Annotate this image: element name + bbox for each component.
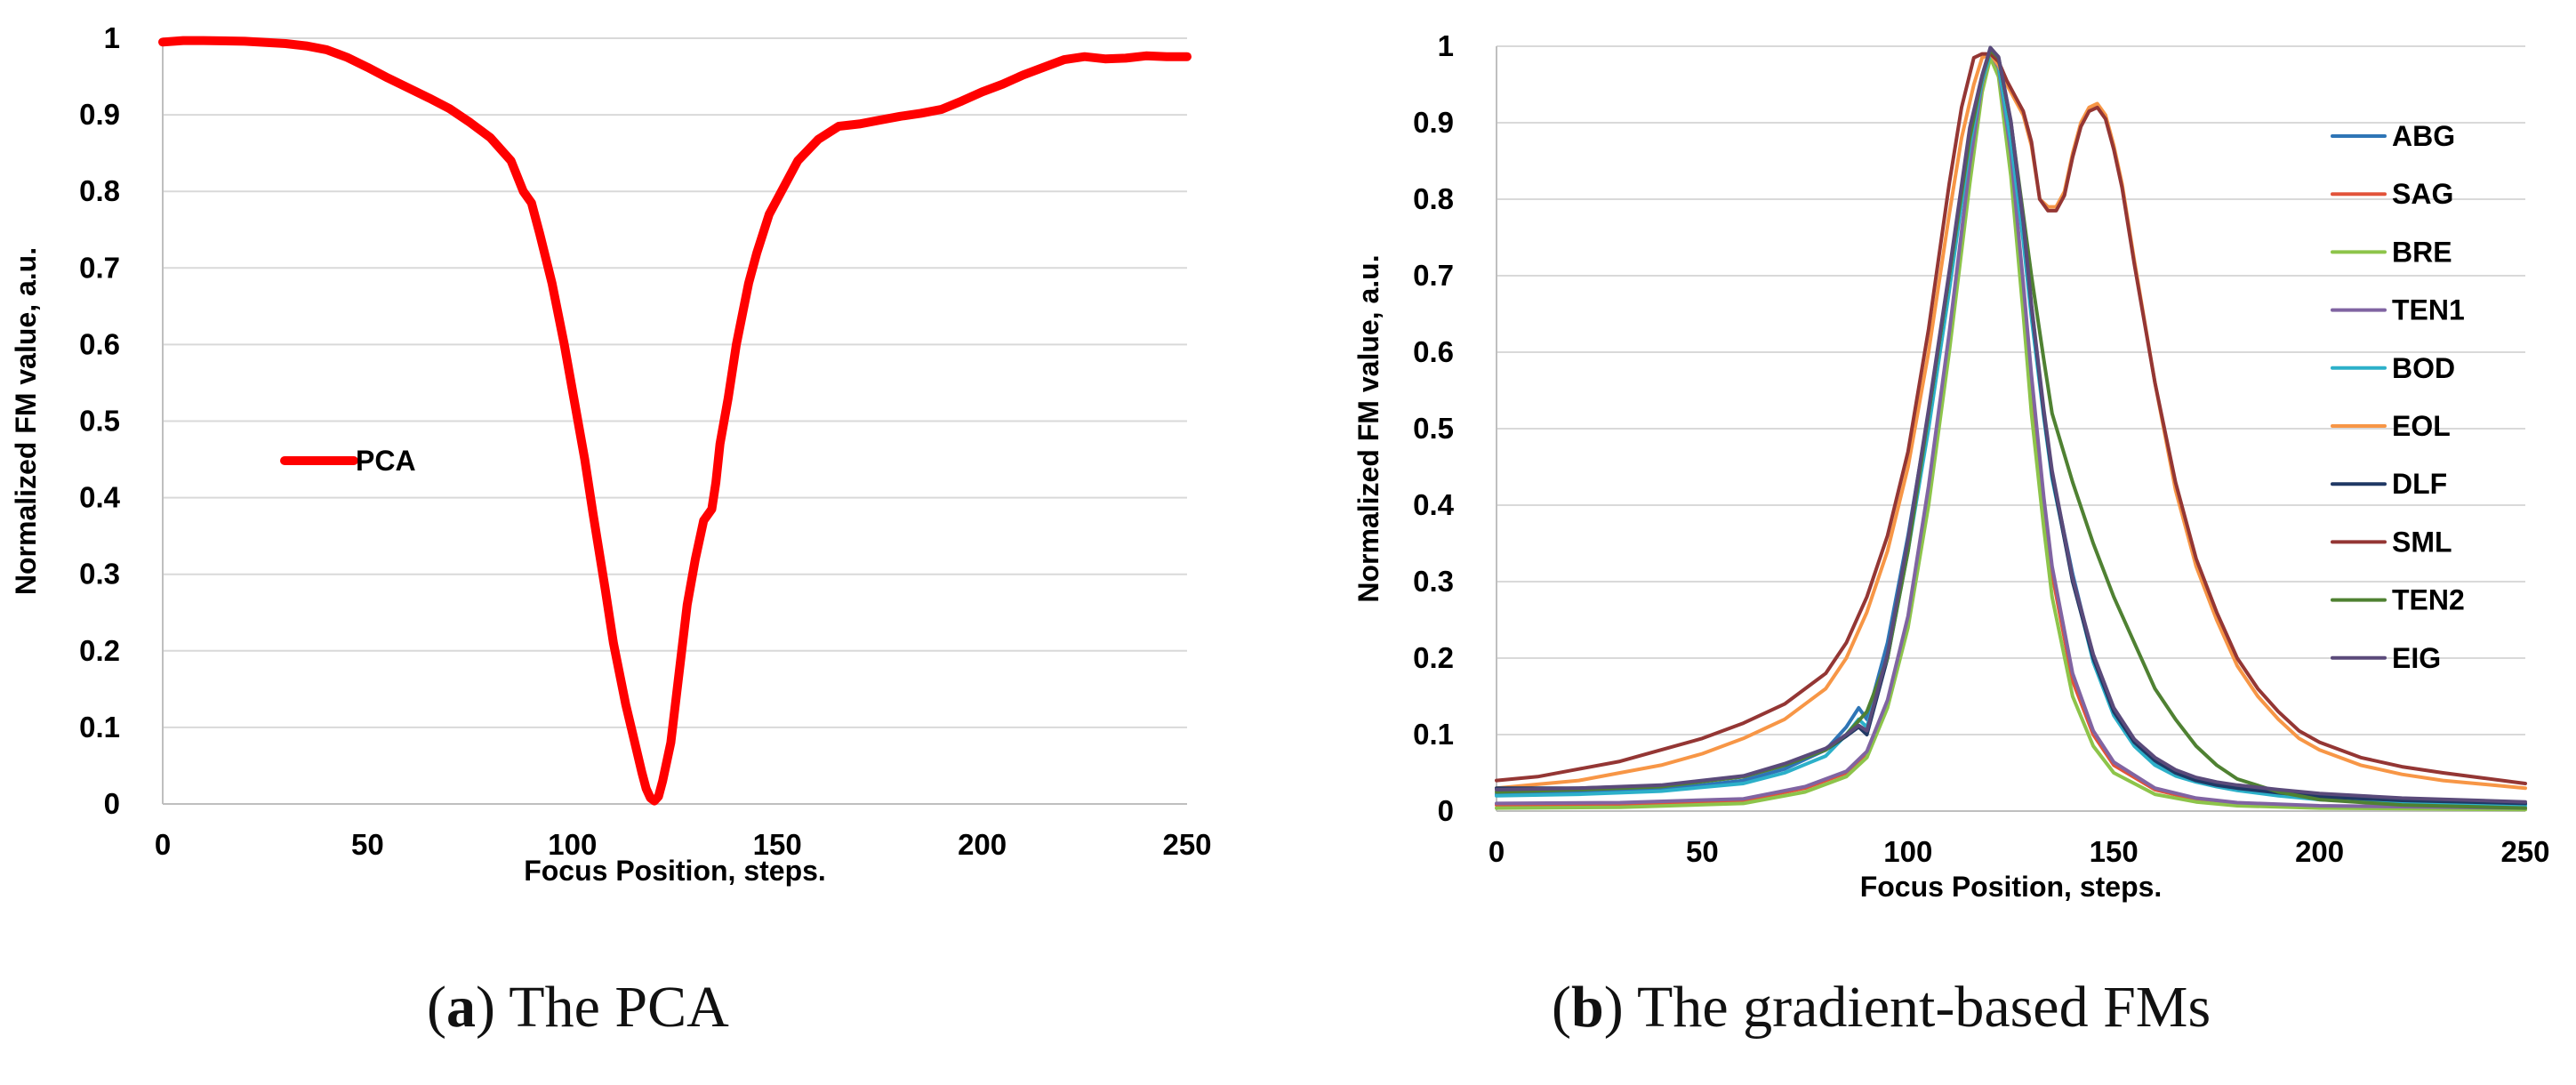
- y-tick-label-b: 0.2: [1413, 641, 1454, 674]
- legend-label-sml: SML: [2392, 526, 2452, 558]
- x-tick-label-b: 100: [1883, 835, 1932, 868]
- y-tick-label-a: 0.1: [79, 711, 120, 743]
- series-line-ten1: [1495, 50, 2527, 810]
- y-axis-title-b: Normalized FM value, a.u.: [1352, 254, 1384, 602]
- y-tick-label-b: 0.4: [1413, 488, 1455, 521]
- x-tick-label-b: 200: [2295, 835, 2344, 868]
- legend-label-eig: EIG: [2392, 642, 2441, 674]
- caption-a-close: ): [475, 975, 495, 1040]
- x-axis-title-b: Focus Position, steps.: [1860, 871, 2163, 903]
- y-tick-label-a: 0.9: [79, 98, 120, 131]
- x-tick-label-b: 50: [1686, 835, 1719, 868]
- caption-b: (b) The gradient-based FMs: [1552, 974, 2211, 1041]
- legend-label-ten2: TEN2: [2392, 584, 2465, 616]
- caption-b-text: The gradient-based FMs: [1637, 975, 2211, 1040]
- caption-a-open: (: [427, 975, 446, 1040]
- legend-label-bre: BRE: [2392, 236, 2452, 268]
- y-tick-label-b: 0.7: [1413, 259, 1454, 292]
- x-tick-label-a: 150: [753, 828, 802, 861]
- x-tick-label-a: 250: [1162, 828, 1211, 861]
- legend-label-ten1: TEN1: [2392, 294, 2465, 326]
- legend-label-pca: PCA: [356, 445, 416, 477]
- legend-label-sag: SAG: [2392, 178, 2453, 210]
- x-tick-label-b: 250: [2500, 835, 2549, 868]
- y-tick-label-a: 0.3: [79, 558, 120, 591]
- series-line-eig: [1495, 45, 2527, 804]
- x-tick-label-a: 0: [155, 828, 171, 861]
- series-line-pca: [158, 36, 1192, 806]
- y-tick-label-a: 0.5: [79, 405, 120, 438]
- y-tick-label-a: 0.4: [79, 481, 121, 514]
- y-tick-label-a: 1: [104, 21, 120, 54]
- caption-b-open: (: [1552, 975, 1571, 1040]
- x-tick-label-b: 0: [1489, 835, 1505, 868]
- x-tick-label-a: 50: [351, 828, 384, 861]
- y-tick-label-b: 0.6: [1413, 335, 1454, 368]
- x-axis-title-a: Focus Position, steps.: [524, 855, 826, 887]
- y-tick-label-a: 0: [104, 787, 120, 820]
- legend-label-bod: BOD: [2392, 352, 2455, 384]
- y-axis-title-a: Normalized FM value, a.u.: [10, 247, 42, 595]
- chart-a: 0 0.1 0.2 0.3 0.4 0.5 0.6 0.7 0.8 0.9 1 0 50 100 150 20…: [10, 21, 1212, 887]
- y-tick-label-b: 0: [1438, 794, 1454, 827]
- caption-a-letter: a: [445, 975, 476, 1040]
- legend-label-abg: ABG: [2392, 120, 2455, 152]
- y-tick-label-a: 0.2: [79, 634, 120, 667]
- series-line-sml: [1495, 52, 2527, 785]
- y-tick-label-b: 0.3: [1413, 565, 1454, 598]
- y-tick-label-b: 0.8: [1413, 182, 1454, 215]
- y-tick-label-b: 0.1: [1413, 718, 1454, 751]
- y-tick-label-a: 0.7: [79, 251, 120, 284]
- legend-label-eol: EOL: [2392, 410, 2451, 442]
- y-tick-label-b: 0.5: [1413, 412, 1454, 445]
- x-tick-label-a: 100: [548, 828, 597, 861]
- chart-b: 0 0.1 0.2 0.3 0.4 0.5 0.6 0.7 0.8 0.9 1 0 50 100 150 20…: [1352, 29, 2550, 903]
- caption-b-letter: b: [1570, 975, 1604, 1040]
- x-tick-label-b: 150: [2090, 835, 2139, 868]
- x-tick-label-a: 200: [958, 828, 1007, 861]
- y-tick-label-b: 0.9: [1413, 106, 1454, 139]
- y-tick-label-a: 0.6: [79, 327, 120, 360]
- legend-label-dlf: DLF: [2392, 468, 2447, 500]
- caption-a-text: The PCA: [509, 975, 729, 1040]
- y-tick-label-b: 1: [1438, 29, 1454, 62]
- caption-b-close: ): [1603, 975, 1624, 1040]
- y-tick-label-a: 0.8: [79, 174, 120, 207]
- caption-a: (a) The PCA: [427, 974, 729, 1041]
